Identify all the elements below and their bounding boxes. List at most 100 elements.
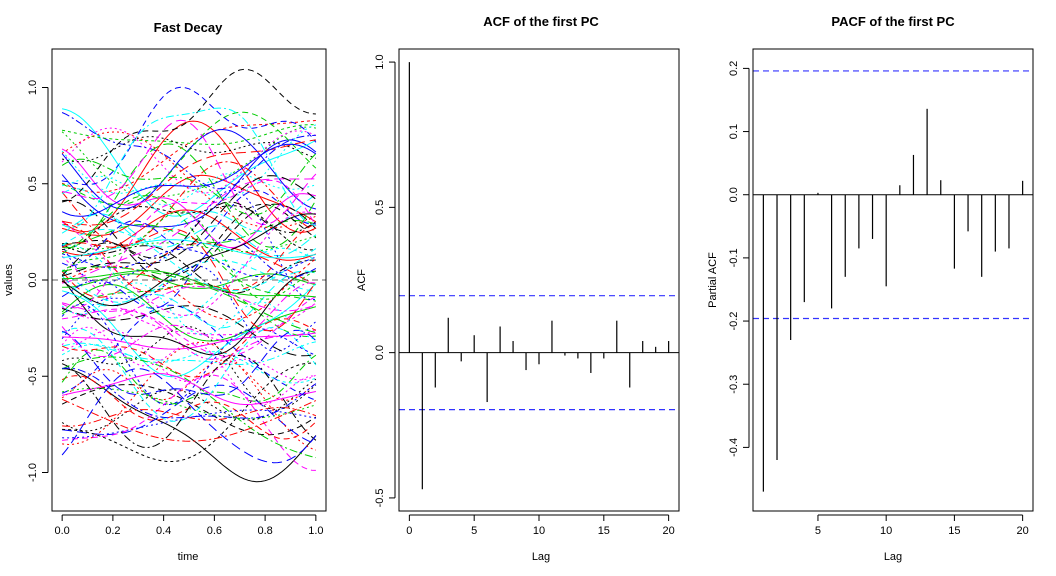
- x-axis-label: Lag: [884, 551, 902, 563]
- curve: [61, 161, 317, 246]
- tick-label: -0.3: [728, 375, 740, 394]
- tick-label: -0.5: [374, 488, 386, 507]
- curve: [61, 304, 317, 401]
- curve: [61, 172, 317, 206]
- curve: [61, 148, 317, 249]
- curve: [61, 178, 316, 284]
- curve: [61, 302, 317, 360]
- tick-label: 15: [948, 525, 960, 537]
- x-axis: 5 10 15 20: [815, 514, 1029, 537]
- tick-label: 1.0: [27, 80, 39, 95]
- chart-title: ACF of the first PC: [483, 14, 599, 29]
- tick-label: 5: [471, 525, 477, 537]
- curve: [61, 195, 316, 302]
- tick-label: -1.0: [27, 463, 39, 482]
- curve: [61, 213, 317, 257]
- y-axis-label: Partial ACF: [707, 252, 719, 308]
- curve: [61, 341, 317, 366]
- curve: [62, 384, 317, 445]
- curve: [62, 239, 316, 259]
- panel-fast-decay: Fast Decay 0.0 0.2 0.4 0.6 0.8 1.0 -1.0 -0.5 0.…: [3, 20, 327, 563]
- curve: [62, 119, 317, 226]
- curve: [61, 242, 317, 298]
- curve: [61, 244, 316, 294]
- curve: [61, 139, 316, 226]
- curve: [61, 283, 317, 378]
- pacf-spikes: [753, 70, 1033, 492]
- curve: [61, 111, 317, 206]
- curve: [61, 143, 317, 217]
- panel-pacf: PACF of the first PC 5 10 15 20 -0.4-0.3-0.…: [707, 14, 1034, 563]
- curve: [61, 318, 317, 378]
- y-axis-label: ACF: [356, 269, 368, 291]
- curve: [62, 406, 317, 427]
- curve: [61, 190, 316, 267]
- tick-label: 0.0: [374, 345, 386, 360]
- curve: [62, 244, 317, 319]
- tick-label: 10: [533, 525, 545, 537]
- curve: [61, 68, 316, 203]
- plot-frame: [398, 48, 680, 512]
- curve: [61, 303, 317, 406]
- curve: [61, 343, 317, 384]
- curve: [61, 174, 317, 236]
- curve: [62, 296, 317, 357]
- curve: [62, 270, 316, 298]
- curve: [62, 86, 317, 186]
- curve: [62, 368, 317, 483]
- curve: [61, 373, 317, 405]
- y-axis-label: values: [3, 264, 15, 296]
- panel-acf: ACF of the first PC 0 5 10 15 20 -0.5 0.0 0.5 1…: [356, 14, 680, 563]
- curve: [61, 127, 317, 194]
- y-axis: -0.4 -0.3 -0.2 -0.1 0.0 0.1 0.2: [728, 61, 750, 457]
- tick-label: 15: [598, 525, 610, 537]
- curve: [61, 326, 316, 406]
- tick-label: -0.2: [728, 312, 740, 331]
- curve: [61, 255, 317, 336]
- curve: [61, 282, 316, 357]
- acf-spikes: [399, 62, 679, 490]
- curve: [61, 139, 317, 228]
- curve: [61, 136, 317, 163]
- tick-label: -0.4: [728, 438, 740, 457]
- y-axis: -1.0 -0.5 0.0 0.5 1.0: [27, 80, 49, 482]
- curve: [62, 367, 317, 419]
- tick-label: 20: [663, 525, 675, 537]
- plot-frame: [752, 48, 1034, 512]
- curve: [61, 270, 317, 329]
- x-axis: 0 5 10 15 20: [406, 514, 675, 537]
- curve: [61, 384, 317, 436]
- curve: [62, 203, 317, 275]
- curve: [61, 238, 317, 309]
- curve: [61, 179, 317, 309]
- x-axis-label: Lag: [532, 551, 550, 563]
- tick-label: 0.5: [374, 200, 386, 215]
- curve: [62, 124, 316, 145]
- curve: [61, 153, 317, 216]
- tick-label: 0.8: [257, 525, 272, 537]
- curve: [61, 349, 317, 405]
- tick-label: 0.0: [728, 187, 740, 202]
- tick-label: 1.0: [374, 54, 386, 69]
- curve: [61, 201, 317, 276]
- curve: [62, 409, 317, 439]
- curve: [61, 107, 317, 229]
- tick-label: 10: [880, 525, 892, 537]
- curve: [61, 128, 317, 210]
- x-axis-label: time: [178, 551, 199, 563]
- curve: [62, 223, 317, 293]
- plot-frame: [51, 48, 327, 512]
- chart-title: Fast Decay: [154, 20, 223, 35]
- tick-label: 0.2: [728, 61, 740, 76]
- curve: [61, 213, 316, 307]
- curve: [61, 248, 317, 278]
- tick-label: 0.5: [27, 176, 39, 191]
- curve: [61, 368, 317, 464]
- curve: [61, 305, 317, 357]
- curve: [62, 341, 317, 451]
- tick-label: -0.1: [728, 248, 740, 267]
- curve: [61, 120, 317, 233]
- curve: [62, 387, 317, 419]
- curve: [61, 378, 317, 432]
- curve: [61, 325, 317, 411]
